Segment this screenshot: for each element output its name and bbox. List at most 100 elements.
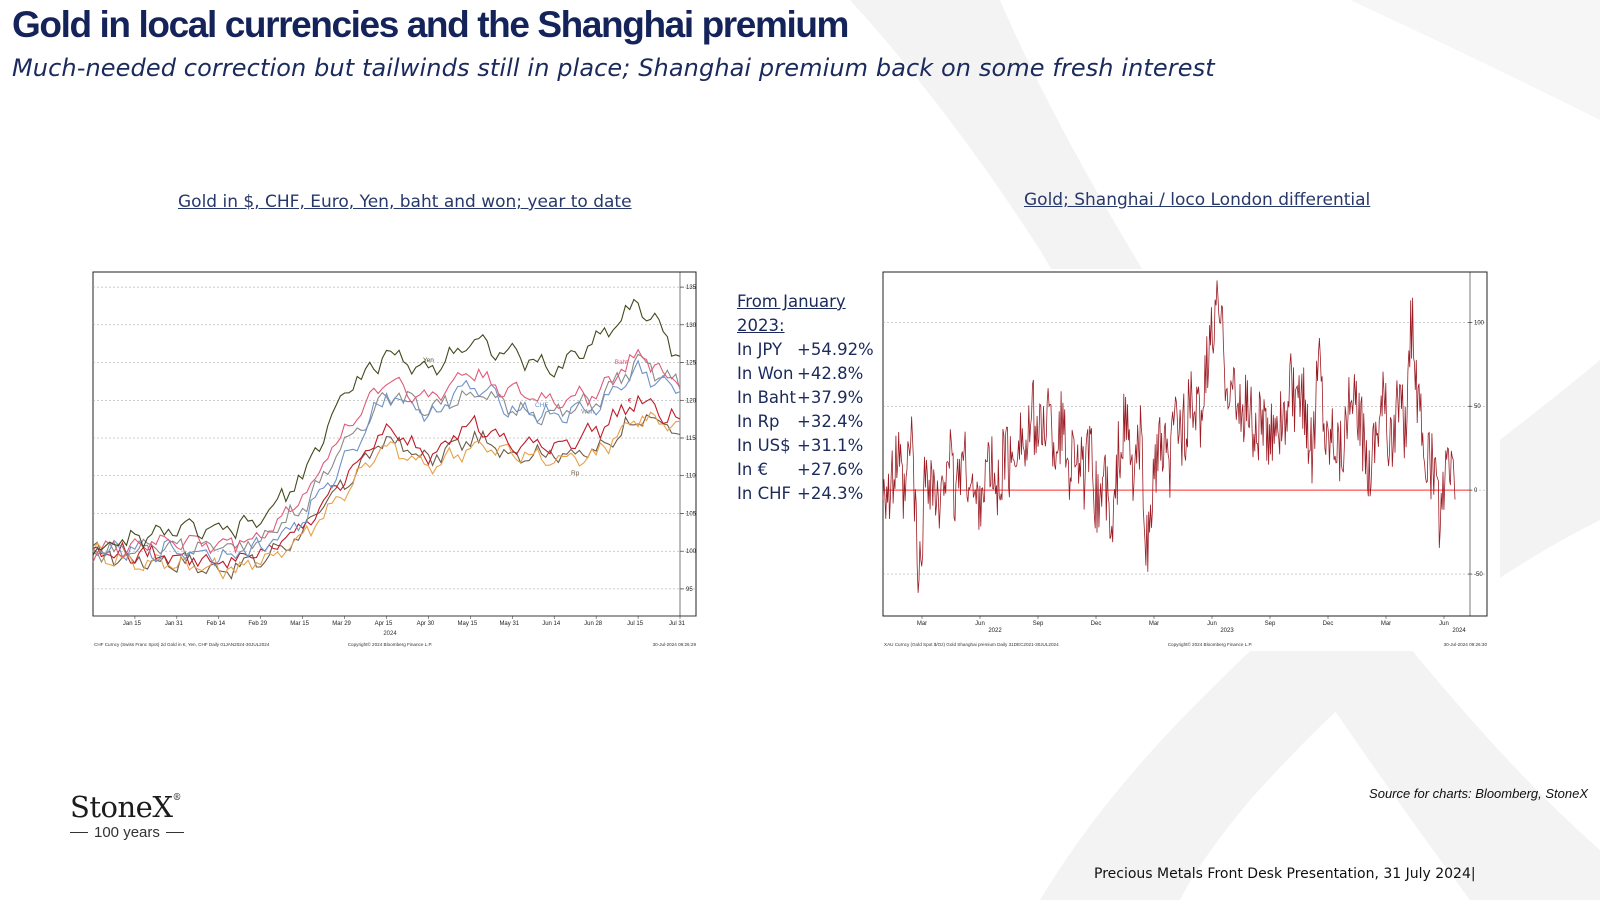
right-y-tick-label: 100 <box>1474 320 1485 326</box>
left-chart-svg: 95 100 105 110 115 120 125 130 135 Jan 15 Jan 31 F… <box>92 271 697 647</box>
left-y-tick-label: 125 <box>686 361 697 367</box>
right-x-tick-label: Mar <box>1381 621 1391 627</box>
stats-row-value: +42.8% <box>797 364 864 383</box>
right-chart-svg: -50 0 50 100 Mar Jun Sep Dec Mar Jun Sep Dec Mar Jun… <box>882 271 1488 647</box>
stats-row-label: In Won <box>737 364 794 383</box>
left-y-tick-label: 110 <box>686 474 696 480</box>
left-series-label: Baht <box>615 359 629 366</box>
right-chart-footer-left: XAU Curncy (Gold Spot $/Oz) Gold Shangha… <box>884 642 1059 647</box>
left-x-tick-label: Jun 28 <box>584 621 603 627</box>
logo-years: 100 years <box>94 824 160 841</box>
logo-name: StoneX <box>70 790 173 824</box>
left-series-label: Won <box>581 408 595 415</box>
stats-row-label: In US$ <box>737 436 791 455</box>
stats-row-label: In Rp <box>737 412 780 431</box>
left-chart-caption: Gold in $, CHF, Euro, Yen, baht and won;… <box>178 192 632 212</box>
left-x-tick-label: Mar 29 <box>332 621 351 627</box>
left-series-label: Rp <box>571 470 580 477</box>
left-x-tick-label: May 15 <box>458 621 478 627</box>
stats-row-value: +27.6% <box>797 460 864 479</box>
right-x-tick-label: Dec <box>1323 621 1334 627</box>
left-y-tick-label: 135 <box>686 285 697 291</box>
stats-row: In US$ +31.1% <box>737 434 874 458</box>
left-series-line <box>92 348 681 563</box>
left-x-year-label: 2024 <box>383 631 397 637</box>
logo-dash-left <box>70 832 88 833</box>
right-series-line <box>882 280 1456 593</box>
stats-rows: In JPY +54.92% In Won +42.8% In Baht +37.9% In… <box>737 338 874 506</box>
left-series-line <box>92 411 681 580</box>
left-x-tick-label: Jan 15 <box>123 621 142 627</box>
right-y-tick-label: 0 <box>1474 488 1478 494</box>
right-year-label: 2023 <box>1220 628 1234 634</box>
right-chart-footer-mid: Copyright© 2024 Bloomberg Finance L.P. <box>1168 641 1253 647</box>
right-x-tick-label: Sep <box>1265 621 1276 627</box>
left-x-tick-label: Jun 14 <box>542 621 561 627</box>
left-chart-footer-left: CHF Curncy (Swiss Franc Spot) 2d Gold in… <box>94 642 270 647</box>
stats-row-label: In JPY <box>737 340 783 359</box>
left-chart: 95 100 105 110 115 120 125 130 135 Jan 15 Jan 31 F… <box>90 269 709 651</box>
stats-row-value: +31.1% <box>797 436 864 455</box>
stats-row-value: +54.92% <box>797 340 874 359</box>
left-x-tick-label: Apr 30 <box>417 621 435 627</box>
stats-row-value: +24.3% <box>797 484 864 503</box>
right-plot-frame <box>882 271 1488 617</box>
right-chart: -50 0 50 100 Mar Jun Sep Dec Mar Jun Sep Dec Mar Jun… <box>880 269 1500 651</box>
left-y-tick-label: 115 <box>686 436 696 442</box>
stats-row-label: In CHF <box>737 484 791 503</box>
left-x-tick-label: Apr 15 <box>375 621 393 627</box>
right-y-tick-label: -50 <box>1474 572 1483 578</box>
chart-source-note: Source for charts: Bloomberg, StoneX <box>1369 786 1588 801</box>
left-x-tick-label: Jan 31 <box>165 621 184 627</box>
stats-row: In Won +42.8% <box>737 362 874 386</box>
performance-stats: From January 2023: In JPY +54.92% In Won +4… <box>737 290 874 506</box>
left-series-label: $ <box>640 422 644 429</box>
left-x-tick-label: Feb 14 <box>206 621 225 627</box>
left-x-tick-label: Mar 15 <box>290 621 309 627</box>
right-x-tick-label: Jun <box>1207 621 1217 627</box>
slide-title: Gold in local currencies and the Shangha… <box>12 4 849 45</box>
right-x-tick-label: Sep <box>1033 621 1044 627</box>
left-y-tick-label: 105 <box>686 511 697 517</box>
left-y-tick-label: 130 <box>686 323 697 329</box>
right-x-tick-label: Mar <box>917 621 927 627</box>
slide-subtitle: Much-needed correction but tailwinds sti… <box>12 54 1215 82</box>
right-year-label: 2024 <box>1452 628 1466 634</box>
logo-dash-right <box>165 832 184 833</box>
right-x-tick-label: Dec <box>1091 621 1102 627</box>
stats-row: In JPY +54.92% <box>737 338 874 362</box>
right-x-tick-label: Jun <box>975 621 985 627</box>
left-series-label: Yen <box>423 357 434 364</box>
stats-row: In Baht +37.9% <box>737 386 874 410</box>
left-series-label: € <box>628 397 632 404</box>
left-series-line <box>92 394 681 569</box>
left-y-tick-label: 120 <box>686 398 697 404</box>
left-series-line <box>92 359 681 567</box>
left-series-label: CHF <box>535 402 548 409</box>
right-chart-footer-right: 30-Jul-2024 09:26:30 <box>1444 642 1488 647</box>
left-x-tick-label: Feb 29 <box>248 621 267 627</box>
right-year-label: 2022 <box>988 628 1002 634</box>
left-series-line <box>92 413 681 580</box>
right-x-tick-label: Jun <box>1439 621 1449 627</box>
left-x-tick-label: Jul 15 <box>627 621 644 627</box>
stats-heading: From January 2023: <box>737 292 846 335</box>
left-y-tick-label: 100 <box>686 549 697 555</box>
stats-row-label: In Baht <box>737 388 796 407</box>
stats-row-label: In € <box>737 460 769 479</box>
left-series-line <box>92 298 681 556</box>
left-x-tick-label: Jul 31 <box>669 621 686 627</box>
right-chart-caption: Gold; Shanghai / loco London differentia… <box>1024 190 1371 210</box>
right-y-tick-label: 50 <box>1474 404 1481 410</box>
stats-row-value: +32.4% <box>797 412 864 431</box>
stonex-logo: StoneX® 100 years <box>70 790 184 841</box>
left-y-tick-label: 95 <box>686 587 693 593</box>
right-x-tick-label: Mar <box>1149 621 1159 627</box>
stats-row: In Rp +32.4% <box>737 410 874 434</box>
left-x-tick-label: May 31 <box>499 621 519 627</box>
left-chart-footer-mid: Copyright© 2024 Bloomberg Finance L.P. <box>348 641 433 647</box>
presentation-footer: Precious Metals Front Desk Presentation,… <box>1094 866 1476 882</box>
stats-row: In CHF +24.3% <box>737 482 874 506</box>
logo-mark: ® <box>172 793 181 803</box>
stats-row: In € +27.6% <box>737 458 874 482</box>
